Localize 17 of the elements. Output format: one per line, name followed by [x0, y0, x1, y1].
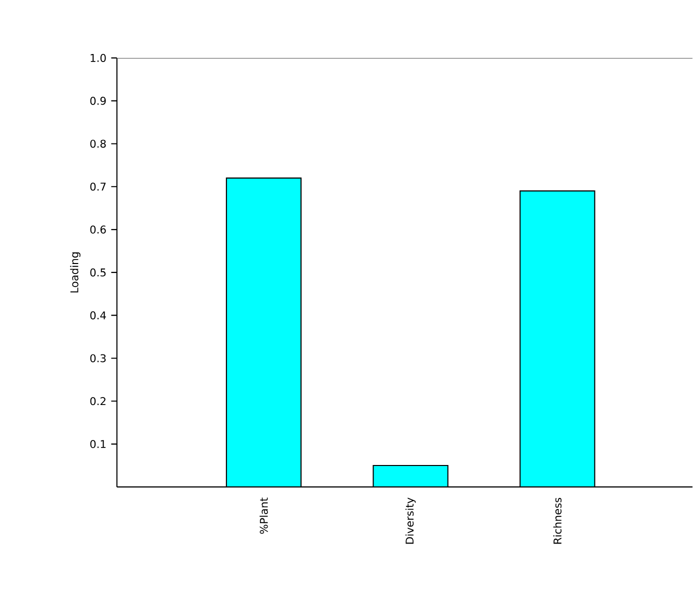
- bar: [373, 466, 448, 488]
- y-axis-title: Loading: [70, 252, 80, 292]
- y-tick-label: 0.7: [90, 182, 106, 191]
- y-tick-label: 0.9: [90, 96, 106, 105]
- y-tick-label: 0.6: [90, 226, 106, 234]
- bar: [226, 178, 302, 488]
- y-tick-label: 0.5: [90, 268, 106, 277]
- x-tick-label: Diversity: [405, 498, 416, 544]
- y-tick-label: 0.3: [90, 354, 106, 362]
- y-tick-label: 0.2: [90, 397, 106, 406]
- x-tick-label: Richness: [553, 498, 562, 544]
- x-tick-label: %Plant: [260, 498, 268, 534]
- y-tick-label: 1.0: [90, 54, 106, 62]
- y-tick-label: 0.8: [90, 140, 106, 148]
- y-tick-label: 0.4: [90, 311, 106, 320]
- bar: [520, 190, 596, 488]
- y-tick-label: 0.1: [90, 440, 106, 448]
